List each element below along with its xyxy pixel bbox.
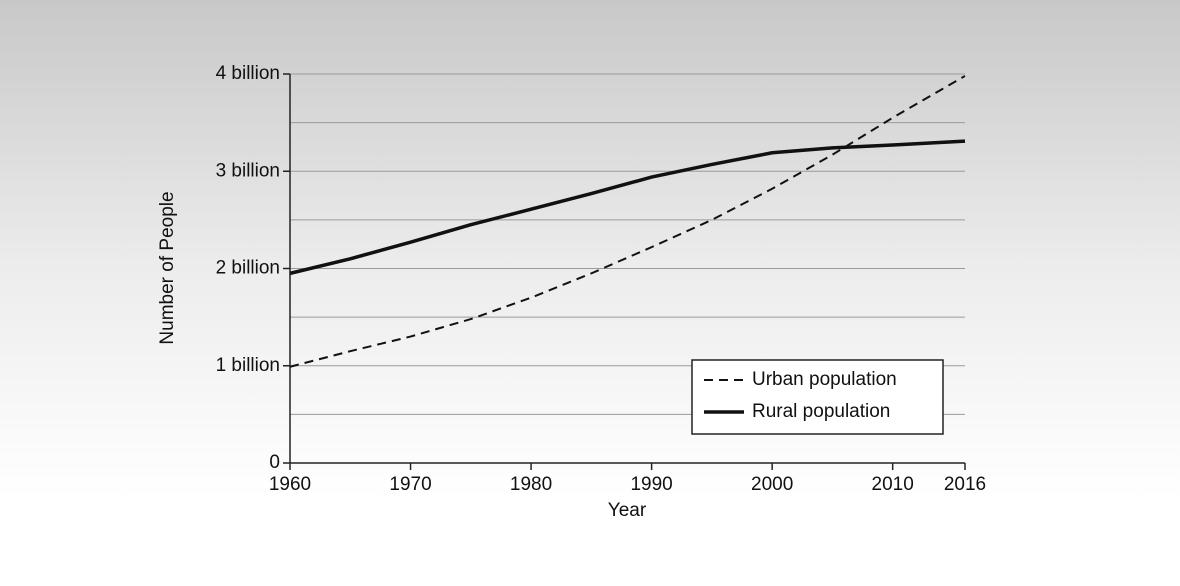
y-tick-label: 2 billion [216,258,280,279]
series-line [289,139,966,276]
x-tick-label: 1980 [510,474,552,495]
legend: Urban population Rural population [691,359,944,435]
y-tick-label: 3 billion [216,160,280,181]
x-axis-label: Year [608,500,647,521]
y-tick-label: 4 billion [216,63,280,84]
x-tick-label: 2000 [751,474,793,495]
legend-label: Urban population [752,369,897,390]
y-tick-label: 1 billion [216,355,280,376]
legend-label: Rural population [752,401,890,422]
x-tick-label: 1970 [389,474,431,495]
x-tick-label: 1960 [269,474,311,495]
legend-box [691,359,944,435]
y-axis-label: Number of People [157,191,178,344]
x-tick-label: 2010 [872,474,914,495]
x-tick-label: 2016 [944,474,986,495]
series-line [289,75,966,368]
y-tick-label: 0 [269,452,280,473]
x-tick-label: 1990 [630,474,672,495]
